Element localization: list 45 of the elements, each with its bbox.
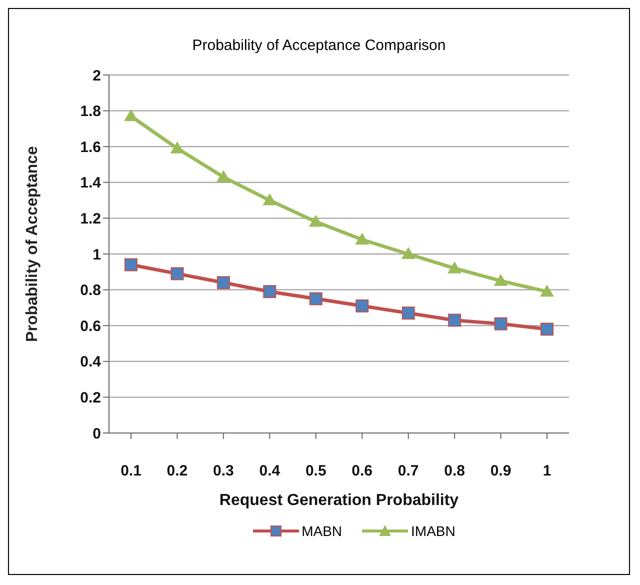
y-tick-label: 0.8	[80, 282, 101, 300]
point	[540, 322, 554, 336]
point	[356, 299, 369, 312]
legend-label: MABN	[302, 523, 342, 539]
point	[124, 109, 138, 122]
x-tick-label: 0.3	[213, 462, 234, 480]
y-tick-label: 2	[92, 67, 101, 84]
point	[309, 292, 322, 306]
point	[216, 170, 230, 182]
y-tick-label: 0.6	[80, 318, 101, 335]
y-tick-label: 1.6	[80, 138, 101, 156]
point	[448, 261, 462, 274]
point	[124, 258, 138, 272]
y-tick-label: 0	[92, 425, 101, 442]
x-axis-title: Request Generation Probability	[219, 492, 459, 509]
point	[308, 214, 323, 227]
y-axis-title: Probability of Acceptance	[24, 146, 42, 342]
point	[494, 274, 508, 286]
x-tick-label: 1	[542, 462, 552, 480]
x-tick-label: 0.9	[490, 462, 512, 480]
point	[402, 306, 415, 320]
point	[216, 276, 230, 290]
point	[448, 314, 462, 327]
x-tick-label: 0.1	[120, 462, 142, 480]
y-tick-label: 1.2	[80, 210, 101, 228]
point	[401, 247, 416, 259]
y-tick-label: 1.8	[80, 103, 101, 120]
point	[263, 285, 276, 298]
point	[540, 284, 554, 297]
chart-title: Probability of Acceptance Comparison	[191, 37, 447, 54]
x-tick-label: 0.4	[259, 462, 281, 480]
y-tick-label: 0.4	[80, 354, 102, 371]
point	[262, 193, 277, 206]
x-tick-label: 0.2	[166, 462, 188, 480]
y-tick-label: 0.2	[80, 390, 101, 407]
y-tick-label: 1.4	[80, 174, 102, 192]
x-tick-label: 0.6	[352, 462, 373, 480]
y-tick-label: 1	[92, 246, 101, 264]
x-tick-label: 0.7	[398, 462, 419, 480]
x-tick-label: 0.8	[444, 462, 465, 480]
legend-label: IMABN	[411, 523, 456, 539]
x-tick-label: 0.5	[305, 462, 326, 480]
point	[170, 267, 184, 280]
point	[355, 232, 370, 245]
point	[494, 317, 508, 330]
